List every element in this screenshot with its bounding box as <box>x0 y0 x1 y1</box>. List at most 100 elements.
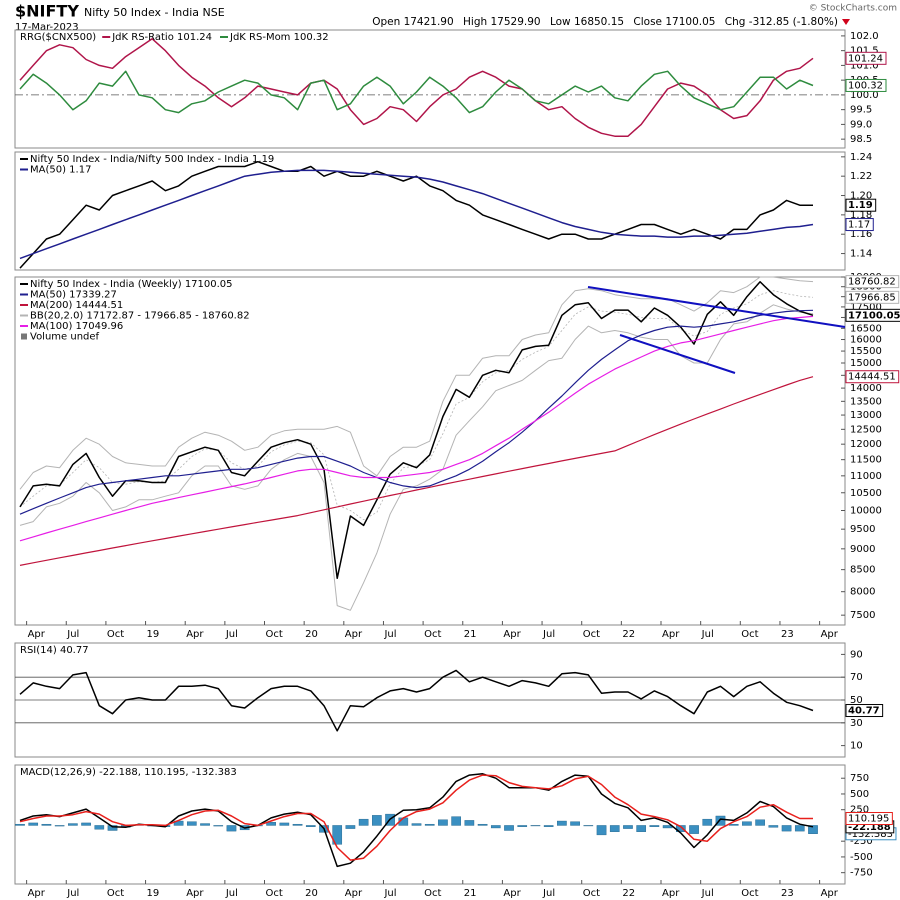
y-tick-label: 101.0 <box>850 60 879 71</box>
legend-label: MA(50) 17339.27 <box>30 290 117 301</box>
y-tick-label: 1.18 <box>850 210 872 221</box>
x-tick-label: Apr <box>821 888 839 899</box>
histogram-bar <box>728 823 739 826</box>
histogram-bar <box>742 821 752 826</box>
series-line <box>19 309 814 515</box>
x-tick-label: 21 <box>464 629 477 640</box>
quote-item: Low 16850.15 <box>550 16 624 28</box>
x-tick-label: 19 <box>147 888 160 899</box>
x-tick-label: 20 <box>305 629 318 640</box>
value-tag: 110.195 <box>848 814 889 825</box>
x-tick-label: Apr <box>345 629 363 640</box>
histogram-bar <box>504 825 514 831</box>
x-tick-label: Apr <box>28 888 46 899</box>
value-tag: 101.24 <box>848 53 883 64</box>
value-tag: 17100.05 <box>848 310 900 321</box>
x-tick-label: Apr <box>345 888 363 899</box>
value-tag: 14444.51 <box>848 372 896 383</box>
panel-frame <box>14 276 846 626</box>
y-tick-label: 750 <box>850 773 869 784</box>
x-tick-label: 22 <box>622 629 635 640</box>
quote-line: Open 17421.90 High 17529.90 Low 16850.15… <box>372 16 838 28</box>
histogram-bar <box>81 822 91 826</box>
trendline <box>619 334 736 374</box>
y-tick-label: 15000 <box>850 358 882 369</box>
value-tag: 17966.85 <box>848 292 896 303</box>
histogram-bar <box>213 825 224 827</box>
x-tick-label: Oct <box>741 629 758 640</box>
value-tag-box <box>845 218 874 232</box>
x-tick-label: 20 <box>305 888 318 899</box>
y-tick-label: 12000 <box>850 439 882 450</box>
legend-label: JdK RS-Mom 100.32 <box>229 32 329 43</box>
histogram-bar <box>596 825 607 836</box>
series-line <box>19 169 814 260</box>
x-tick-label: Oct <box>107 888 124 899</box>
chart-title: $NIFTY <box>15 2 79 21</box>
value-tag: 1.17 <box>848 220 870 231</box>
series-line <box>19 774 813 861</box>
histogram-bar <box>623 825 633 829</box>
x-tick-label: Oct <box>266 888 283 899</box>
histogram-bar <box>54 825 65 827</box>
histogram-bar <box>107 825 118 831</box>
histogram-bar <box>781 825 792 832</box>
x-tick-label: Apr <box>503 629 521 640</box>
panel-frame <box>14 29 846 149</box>
x-tick-label: Jul <box>225 629 238 640</box>
legend-label: MA(200) 14444.51 <box>30 300 123 311</box>
x-tick-label: Oct <box>266 629 283 640</box>
histogram-bar <box>200 823 210 826</box>
value-tag: 18760.82 <box>848 277 896 288</box>
histogram-bar <box>41 823 52 826</box>
histogram-bar <box>28 822 39 826</box>
y-tick-label: 99.0 <box>850 119 872 130</box>
y-tick-label: 1.14 <box>850 249 872 260</box>
x-tick-label: Apr <box>186 888 204 899</box>
histogram-bar <box>292 823 303 826</box>
series-line <box>19 70 814 114</box>
histogram-bar <box>345 825 356 829</box>
histogram-bar <box>94 825 105 830</box>
series-line <box>19 281 814 580</box>
quote-item: Chg -312.85 (-1.80%) <box>725 16 838 28</box>
y-tick-label: 1.20 <box>850 191 872 202</box>
x-tick-label: Jul <box>66 888 79 899</box>
x-tick-label: Jul <box>701 888 714 899</box>
x-tick-label: Oct <box>424 888 441 899</box>
histogram-bar <box>570 821 580 826</box>
x-tick-label: Oct <box>107 629 124 640</box>
quote-item: Open 17421.90 <box>372 16 453 28</box>
legend-label: JdK RS-Ratio 101.24 <box>111 32 212 43</box>
band-upper <box>19 276 814 490</box>
histogram-bar <box>186 821 197 826</box>
histogram-bar <box>438 819 448 826</box>
y-tick-label: 70 <box>850 672 863 683</box>
series-line <box>19 160 813 269</box>
value-tag: -132.383 <box>848 829 893 840</box>
panel-title: RSI(14) 40.77 <box>20 645 89 656</box>
x-tick-label: Oct <box>583 629 600 640</box>
y-tick-label: 1.24 <box>850 152 872 163</box>
value-tag-box <box>845 51 887 65</box>
y-tick-label: 13000 <box>850 410 882 421</box>
series-line <box>19 315 814 542</box>
value-tag: -22.188 <box>848 822 891 833</box>
legend-label: MA(100) 17049.96 <box>30 321 123 332</box>
legend-swatch <box>21 333 27 340</box>
y-tick-label: 7500 <box>850 610 875 621</box>
histogram-bar <box>68 823 78 826</box>
x-tick-label: Jul <box>383 629 396 640</box>
y-tick-label: 12500 <box>850 424 882 435</box>
y-tick-label: 1.16 <box>850 229 872 240</box>
histogram-bar <box>583 825 594 827</box>
y-tick-label: 13500 <box>850 396 882 407</box>
x-tick-label: Jul <box>225 888 238 899</box>
histogram-bar <box>689 825 699 834</box>
y-tick-label: -750 <box>850 868 873 879</box>
histogram-bar <box>464 820 475 826</box>
x-tick-label: Apr <box>662 888 680 899</box>
chart-date: 17-Mar-2023 <box>15 22 79 33</box>
chart-subtitle: Nifty 50 Index - India NSE <box>84 6 225 19</box>
y-tick-label: 16000 <box>850 335 882 346</box>
